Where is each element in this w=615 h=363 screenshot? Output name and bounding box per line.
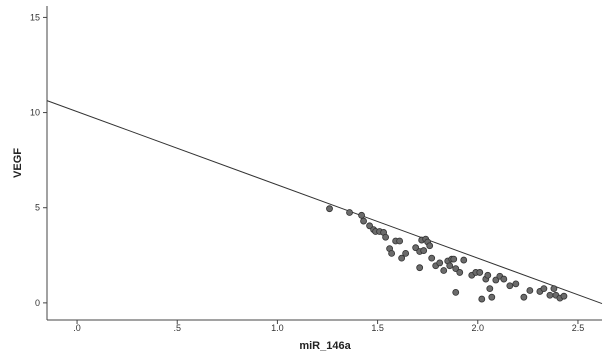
- data-point: [526, 287, 534, 294]
- x-tick-label: 2.0: [472, 323, 485, 333]
- data-point: [396, 237, 404, 245]
- data-point: [420, 247, 428, 254]
- data-point: [402, 249, 410, 257]
- data-point: [476, 269, 484, 276]
- data-point: [488, 293, 496, 301]
- data-point: [428, 254, 436, 262]
- x-tick-label: 1.5: [371, 323, 384, 333]
- data-point: [450, 255, 458, 263]
- data-point: [486, 285, 494, 293]
- data-point: [446, 262, 454, 270]
- x-axis-title: miR_146a: [299, 340, 351, 352]
- data-point: [452, 265, 460, 273]
- data-point: [388, 249, 396, 257]
- y-axis-title: VEGF: [12, 148, 24, 178]
- y-tick-label: 15: [30, 12, 40, 22]
- data-point: [346, 209, 353, 216]
- data-point: [452, 289, 460, 296]
- x-tick-label: 2.5: [572, 323, 585, 333]
- data-point: [358, 211, 365, 219]
- data-point: [520, 293, 528, 301]
- x-axis-ticks: .0 .5 1.0 1.5 2.0 2.5: [73, 320, 584, 333]
- data-point: [382, 233, 390, 241]
- y-tick-label: 10: [30, 108, 40, 118]
- data-point: [416, 264, 424, 272]
- data-point: [506, 282, 514, 290]
- y-tick-label: 0: [35, 298, 40, 308]
- data-point: [440, 267, 448, 274]
- data-point: [456, 269, 464, 276]
- plot-area: [47, 6, 602, 320]
- data-point: [412, 244, 420, 252]
- data-point: [540, 285, 548, 293]
- y-axis-ticks: 0 5 10 15: [30, 12, 47, 308]
- data-point: [512, 280, 520, 288]
- data-point: [326, 205, 333, 213]
- data-point: [366, 222, 373, 230]
- data-point: [436, 259, 444, 267]
- data-point: [426, 242, 434, 250]
- data-point: [500, 275, 508, 283]
- regression-line: [46, 100, 603, 305]
- data-point: [398, 254, 406, 262]
- data-point: [478, 295, 486, 303]
- data-point: [492, 276, 500, 284]
- x-tick-label: .0: [73, 323, 81, 333]
- x-tick-label: 1.0: [271, 323, 284, 333]
- y-tick-label: 5: [35, 203, 40, 213]
- x-tick-label: .5: [173, 323, 181, 333]
- data-point: [560, 292, 568, 300]
- data-point: [484, 271, 492, 279]
- data-point: [460, 256, 468, 264]
- data-point: [550, 285, 558, 293]
- points-layer: [326, 205, 568, 303]
- fit-line-layer: [46, 100, 603, 305]
- data-point: [546, 291, 554, 299]
- data-point: [360, 217, 367, 225]
